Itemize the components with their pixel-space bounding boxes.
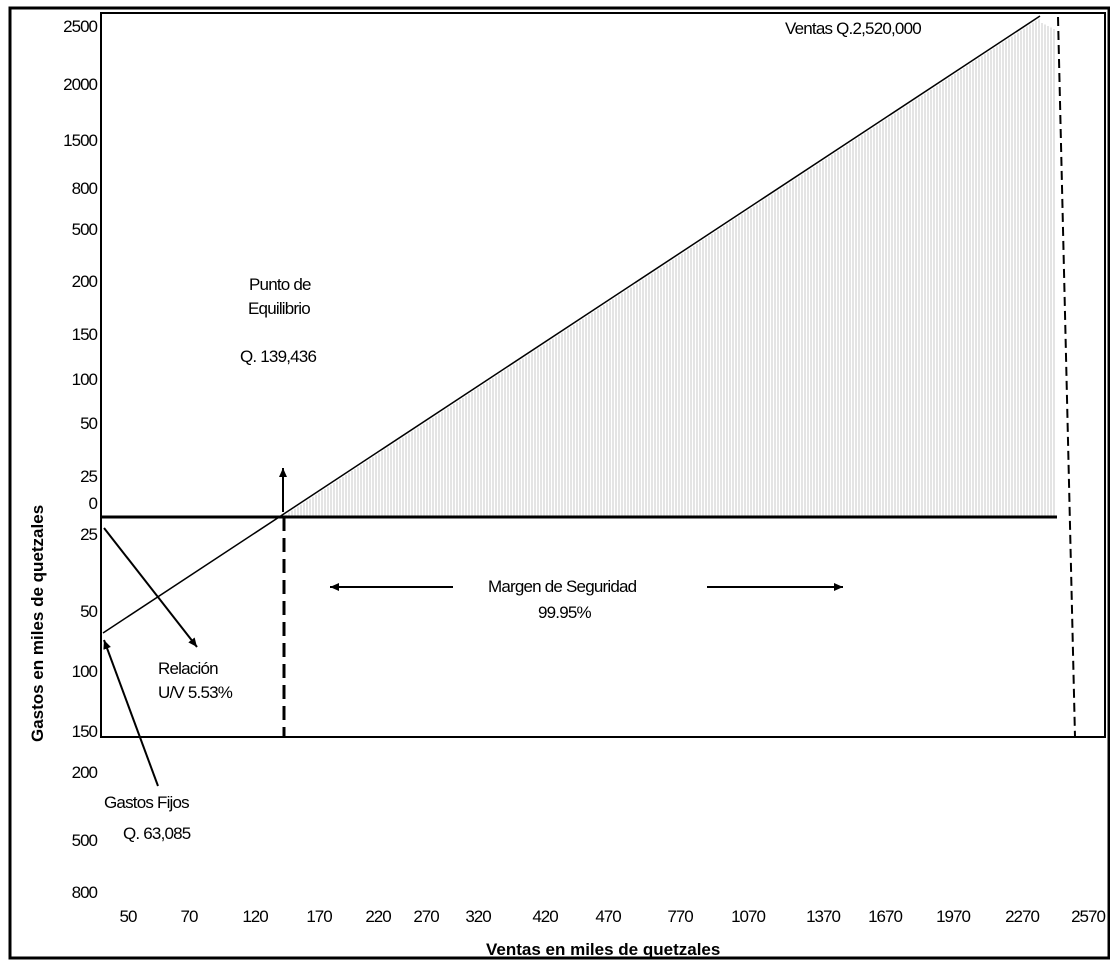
plot-frame <box>100 12 1106 738</box>
y-tick-label: 2000 <box>63 75 97 94</box>
x-tick-label: 2570 <box>1071 907 1105 926</box>
y-tick-labels: 2500 2000 1500 800 500 200 150 100 50 25 0 25 50 100 1… <box>63 17 98 902</box>
x-tick-label: 320 <box>465 907 491 926</box>
relacion-label-line1: Relación <box>158 659 218 678</box>
punto-label-line2: Equilibrio <box>248 299 310 318</box>
x-tick-label: 470 <box>595 907 621 926</box>
y-tick-label: 150 <box>72 722 98 741</box>
x-tick-label: 120 <box>242 907 268 926</box>
x-tick-label: 1370 <box>806 907 840 926</box>
y-tick-label: 2500 <box>63 17 97 36</box>
x-tick-label: 1670 <box>868 907 902 926</box>
ventas-label: Ventas Q.2,520,000 <box>785 19 921 38</box>
gastos-fijos-arrow <box>103 639 159 787</box>
x-tick-label: 420 <box>532 907 558 926</box>
safety-margin-shade <box>285 18 1055 516</box>
x-tick-label: 2270 <box>1005 907 1039 926</box>
x-axis-title: Ventas en miles de quetzales <box>486 940 720 959</box>
x-tick-label: 1070 <box>731 907 765 926</box>
x-tick-label: 770 <box>667 907 693 926</box>
y-tick-label: 200 <box>72 763 98 782</box>
x-tick-labels: 50 70 120 170 220 270 320 420 470 770 1070 1370 1670… <box>120 907 1107 926</box>
x-tick-label: 70 <box>181 907 198 926</box>
y-tick-label: 25 <box>80 467 97 486</box>
gastos-fijos-label-line1: Gastos Fijos <box>104 793 189 812</box>
x-tick-label: 170 <box>306 907 332 926</box>
y-tick-label: 800 <box>72 179 98 198</box>
y-tick-label: 1500 <box>63 131 97 150</box>
sales-line <box>102 15 1041 634</box>
y-tick-label: 800 <box>72 883 98 902</box>
y-tick-label: 50 <box>80 414 97 433</box>
gastos-fijos-label-line2: Q. 63,085 <box>123 824 191 843</box>
y-tick-label: 200 <box>72 272 98 291</box>
y-tick-label: 0 <box>89 494 98 513</box>
margen-label-line1: Margen de Seguridad <box>488 577 637 596</box>
outer-frame <box>8 6 1110 960</box>
punto-value-label: Q. 139,436 <box>240 347 316 366</box>
y-tick-label: 100 <box>72 370 98 389</box>
margen-label-line2: 99.95% <box>538 603 592 622</box>
y-tick-label: 25 <box>80 525 97 544</box>
y-tick-label: 50 <box>80 602 97 621</box>
y-tick-label: 500 <box>72 831 98 850</box>
y-axis-title: Gastos en miles de quetzales <box>28 505 47 742</box>
total-sales-dashed-line <box>1057 16 1076 738</box>
x-tick-label: 50 <box>120 907 137 926</box>
relacion-arrow <box>103 527 198 648</box>
y-tick-label: 150 <box>72 325 98 344</box>
relacion-label-line2: U/V 5.53% <box>158 683 233 702</box>
punto-label-line1: Punto de <box>249 275 311 294</box>
x-tick-label: 1970 <box>936 907 970 926</box>
x-tick-label: 220 <box>365 907 391 926</box>
x-tick-label: 270 <box>413 907 439 926</box>
y-tick-label: 500 <box>72 220 98 239</box>
y-tick-label: 100 <box>72 662 98 681</box>
